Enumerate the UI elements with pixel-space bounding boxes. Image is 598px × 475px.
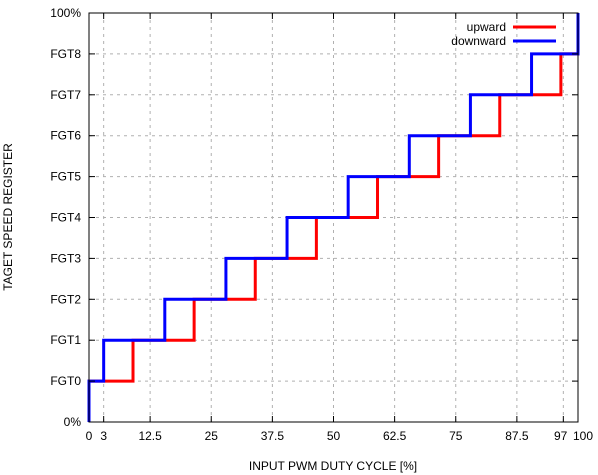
series-layer <box>87 13 580 422</box>
x-tick-label: 3 <box>100 429 107 443</box>
ticks <box>88 12 579 423</box>
x-tick-label: 87.5 <box>505 429 529 443</box>
x-tick-label: 0 <box>86 429 93 443</box>
y-tick-labels: 0% FGT0 FGT1 FGT2 FGT3 FGT4 FGT5 FGT6 FGT7 FGT8 10… <box>50 6 81 429</box>
y-tick-label: FGT1 <box>50 333 81 347</box>
x-axis-label: INPUT PWM DUTY CYCLE [%] <box>249 459 417 473</box>
y-tick-label: FGT2 <box>50 292 81 306</box>
y-tick-label: 0% <box>64 415 82 429</box>
legend-label-upward: upward <box>467 20 506 34</box>
y-tick-label: 100% <box>50 6 81 20</box>
legend-label-downward: downward <box>451 34 506 48</box>
y-tick-label: FGT3 <box>50 251 81 265</box>
y-tick-label: FGT4 <box>50 211 81 225</box>
y-tick-label: FGT6 <box>50 129 81 143</box>
x-tick-label: 75 <box>449 429 463 443</box>
y-axis-label: TAGET SPEED REGISTER <box>1 143 15 291</box>
y-tick-label: FGT5 <box>50 170 81 184</box>
x-tick-label: 37.5 <box>261 429 285 443</box>
y-tick-label: FGT8 <box>50 47 81 61</box>
x-tick-label: 25 <box>205 429 219 443</box>
x-tick-label: 12.5 <box>138 429 162 443</box>
x-tick-label: 62.5 <box>383 429 407 443</box>
x-tick-label: 100 <box>573 429 593 443</box>
x-tick-label: 50 <box>327 429 341 443</box>
y-tick-label: FGT7 <box>50 88 81 102</box>
x-tick-labels: 0 3 12.5 25 37.5 50 62.5 75 87.5 97 100 <box>86 429 594 443</box>
series-downward-line <box>87 13 580 422</box>
x-tick-label: 97 <box>554 429 568 443</box>
y-tick-label: FGT0 <box>50 374 81 388</box>
